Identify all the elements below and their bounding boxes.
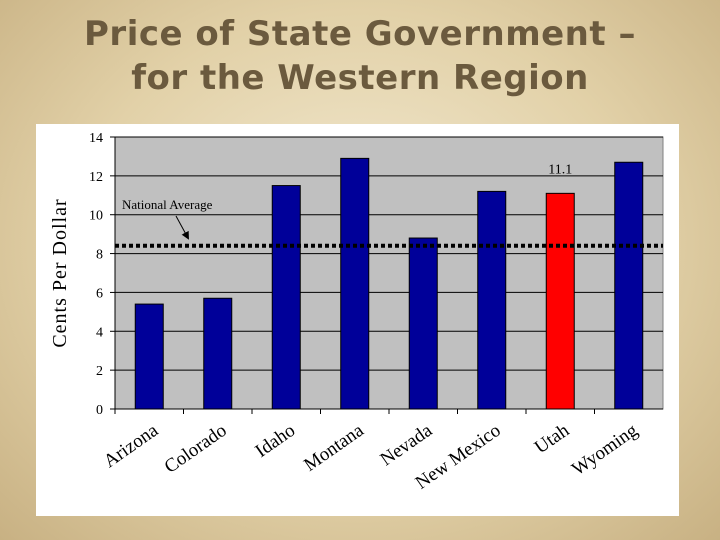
slide-title-line-1: Price of State Government – xyxy=(84,14,636,54)
national-average-arrow xyxy=(175,215,189,240)
reference-line-label: National Average xyxy=(122,197,213,212)
bar-new-mexico xyxy=(477,190,507,410)
y-tick-label-2: 2 xyxy=(96,364,103,379)
reference-line-group xyxy=(115,215,663,248)
y-tick-label-14: 14 xyxy=(89,131,103,146)
y-tick-label-4: 4 xyxy=(96,325,103,340)
x-tick-label-nevada: Nevada xyxy=(377,420,437,471)
bar-nevada xyxy=(408,237,438,410)
bar-arizona xyxy=(134,303,164,410)
highlight-data-label: 11.1 xyxy=(548,162,572,177)
bar-montana xyxy=(340,157,370,410)
y-tick-label-0: 0 xyxy=(96,403,103,418)
bar-utah xyxy=(545,192,575,410)
x-tick-label-montana: Montana xyxy=(300,420,368,476)
x-tick-label-arizona: Arizona xyxy=(100,420,163,473)
x-tick-label-utah: Utah xyxy=(531,420,574,459)
x-tick-label-colorado: Colorado xyxy=(161,420,231,478)
x-tick-label-wyoming: Wyoming xyxy=(568,420,642,480)
chart-frame: 0 2 4 6 8 10 12 14 Arizona Colorado Idaho Montana N… xyxy=(36,124,679,516)
slide-title-line-2: for the Western Region xyxy=(131,58,589,98)
bar-idaho xyxy=(271,185,301,410)
x-tick-label-idaho: Idaho xyxy=(252,420,299,462)
plot-area xyxy=(114,136,664,410)
bar-wyoming xyxy=(614,161,644,410)
bars xyxy=(134,157,644,410)
y-axis-label: Cents Per Dollar xyxy=(49,198,71,347)
bar-colorado xyxy=(203,297,233,410)
slide-title: Price of State Government – for the West… xyxy=(0,12,720,100)
y-tick-label-10: 10 xyxy=(89,209,103,224)
y-tick-label-6: 6 xyxy=(96,286,103,301)
y-tick-label-8: 8 xyxy=(96,248,103,263)
y-tick-label-12: 12 xyxy=(89,170,103,185)
